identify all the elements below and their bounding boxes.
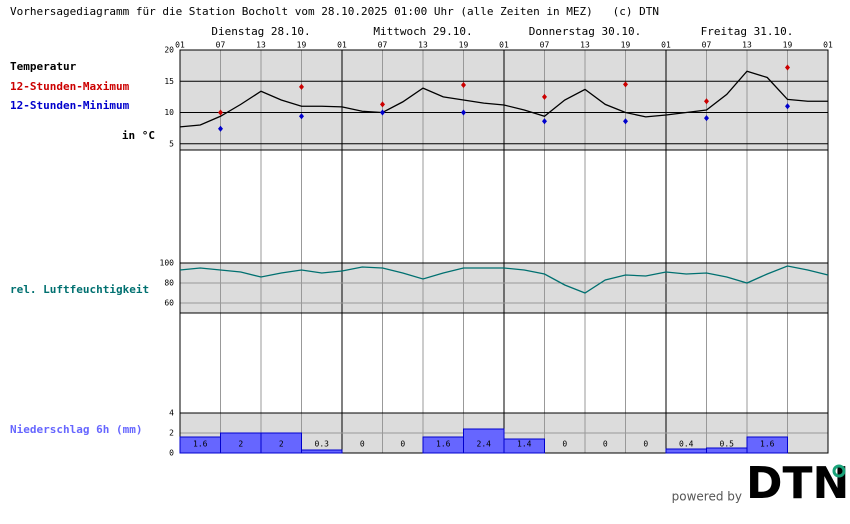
value-label: 0.5 xyxy=(720,440,735,449)
bar xyxy=(665,448,707,454)
logo-dot xyxy=(832,464,846,478)
value-label: 2 xyxy=(238,440,243,449)
value-label: 1.6 xyxy=(436,440,451,449)
marker xyxy=(380,101,385,108)
marker xyxy=(299,83,304,90)
bar xyxy=(463,428,505,454)
value-label: 0 xyxy=(562,440,567,449)
y-tick-label: 2 xyxy=(169,429,174,438)
marker xyxy=(785,103,790,110)
x-tick-label: 07 xyxy=(702,41,712,50)
day-label: Dienstag 28.10. xyxy=(211,25,310,38)
x-tick-label: 01 xyxy=(175,41,185,50)
value-label: 2.4 xyxy=(477,440,492,449)
value-label: 0 xyxy=(400,440,405,449)
marker xyxy=(623,118,628,125)
series-label: rel. Luftfeuchtigkeit xyxy=(10,283,149,296)
bar xyxy=(746,436,788,454)
powered-by: powered by xyxy=(672,490,742,504)
value-label: 0 xyxy=(360,440,365,449)
x-tick-label: 13 xyxy=(256,41,266,50)
value-label: 0.4 xyxy=(679,440,694,449)
value-label: 1.4 xyxy=(517,440,532,449)
x-tick-label: 07 xyxy=(540,41,550,50)
marker xyxy=(542,118,547,125)
series-label: 12-Stunden-Maximum xyxy=(10,80,130,93)
line xyxy=(179,70,828,128)
x-tick-label: 01 xyxy=(661,41,671,50)
logo: DTN xyxy=(746,458,849,509)
marks xyxy=(179,64,829,454)
x-tick-label: 13 xyxy=(580,41,590,50)
marker xyxy=(704,115,709,122)
value-label: 0 xyxy=(603,440,608,449)
x-tick-label: 07 xyxy=(378,41,388,50)
marker xyxy=(704,98,709,105)
bar xyxy=(706,447,748,454)
line xyxy=(179,265,829,294)
x-tick-label: 07 xyxy=(216,41,226,50)
x-tick-label: 19 xyxy=(459,41,469,50)
y-tick-label: 10 xyxy=(164,108,174,117)
marker xyxy=(218,125,223,132)
x-tick-label: 01 xyxy=(499,41,509,50)
series-label: 12-Stunden-Minimum xyxy=(10,99,130,112)
y-tick-label: 5 xyxy=(169,139,174,148)
marker xyxy=(461,82,466,88)
y-tick-label: 100 xyxy=(160,259,175,268)
marker xyxy=(785,64,790,71)
day-label: Mittwoch 29.10. xyxy=(373,25,472,38)
marker xyxy=(542,93,547,100)
value-label: 0 xyxy=(643,440,648,449)
day-label: Donnerstag 30.10. xyxy=(529,25,642,38)
y-tick-label: 15 xyxy=(164,77,174,86)
bar xyxy=(503,438,545,454)
day-label: Freitag 31.10. xyxy=(701,25,794,38)
y-axis-label: in °C xyxy=(122,129,155,142)
series-label: Temperatur xyxy=(10,60,77,73)
y-tick-label: 80 xyxy=(164,279,174,288)
bar xyxy=(260,432,302,454)
marker xyxy=(623,81,628,88)
bar xyxy=(301,449,343,454)
y-tick-label: 4 xyxy=(169,409,174,418)
value-label: 1.6 xyxy=(760,440,775,449)
x-tick-label: 01 xyxy=(337,41,347,50)
y-tick-label: 0 xyxy=(169,449,174,458)
marker xyxy=(299,113,304,120)
value-label: 0.3 xyxy=(315,440,330,449)
value-label: 2 xyxy=(279,440,284,449)
x-tick-label: 19 xyxy=(297,41,307,50)
marker xyxy=(218,109,223,116)
x-tick-label: 13 xyxy=(418,41,428,50)
y-tick-label: 60 xyxy=(164,299,174,308)
marker xyxy=(380,109,385,116)
x-tick-label: 19 xyxy=(783,41,793,50)
marker xyxy=(461,109,466,116)
x-tick-label: 01 xyxy=(823,41,833,50)
y-tick-label: 20 xyxy=(164,46,174,55)
value-label: 1.6 xyxy=(193,440,208,449)
x-tick-label: 13 xyxy=(742,41,752,50)
x-tick-label: 19 xyxy=(621,41,631,50)
panel-border xyxy=(179,49,829,151)
series-label: Niederschlag 6h (mm) xyxy=(10,423,142,436)
chart-title: Vorhersagediagramm für die Station Bocho… xyxy=(10,5,659,18)
panel-border xyxy=(179,262,829,314)
